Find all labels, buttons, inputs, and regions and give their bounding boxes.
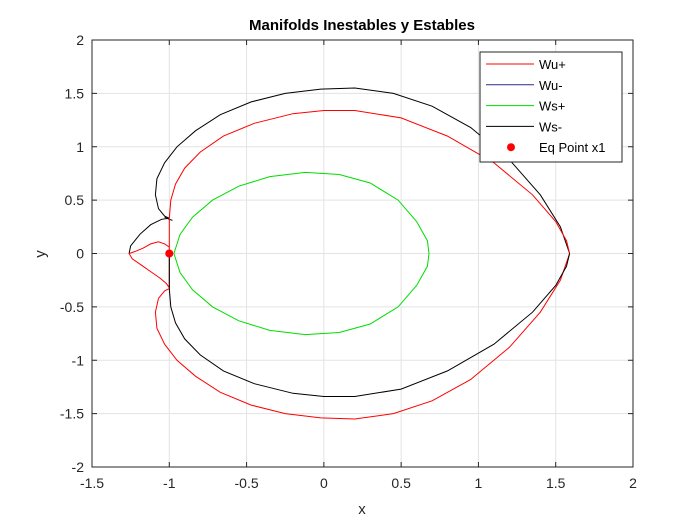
x-tick-label: 1.5	[546, 475, 566, 491]
legend-label-ws: Ws+	[539, 99, 565, 114]
legend-label-wu: Wu-	[539, 78, 563, 93]
x-axis-label: x	[358, 501, 366, 518]
series-ws-line	[168, 253, 571, 397]
legend-marker-eq-point-x1	[507, 143, 515, 152]
x-tick-label: -0.5	[235, 475, 259, 491]
chart-title: Manifolds Inestables y Estables	[249, 17, 475, 34]
series-ws-line	[173, 171, 430, 336]
manifold-branch-1	[154, 253, 571, 420]
y-tick-label: -0.5	[60, 299, 84, 315]
x-tick-label: 0	[320, 475, 328, 491]
y-tick-label: 0.5	[65, 192, 85, 208]
x-tick-label: 2	[629, 475, 637, 491]
legend-box	[479, 51, 623, 163]
legend-label-eq-point-x1: Eq Point x1	[539, 140, 606, 155]
y-tick-label: -1	[72, 352, 85, 368]
axis-ticks: -1.5 -1 -0.5 0 0.5 1 1.5 2-2-1.5-1-0.500.511.52	[60, 32, 637, 491]
series-eq-point-x1-point	[165, 249, 174, 258]
x-tick-label: 0.5	[391, 475, 411, 491]
y-tick-label: 1	[76, 139, 84, 155]
legend: Wu+ Wu- Ws+ Ws- Eq Point x1	[479, 51, 623, 163]
y-tick-label: 1.5	[65, 85, 85, 101]
y-axis-label: y	[32, 250, 49, 258]
series-wu-line	[128, 110, 571, 290]
x-tick-label: -1	[163, 475, 176, 491]
y-tick-label: 0	[76, 246, 84, 262]
x-tick-label: 1	[475, 475, 483, 491]
legend-label-ws: Ws-	[539, 119, 562, 134]
legend-label-wu: Wu+	[539, 57, 566, 72]
y-tick-label: -2	[72, 459, 85, 475]
x-tick-label: -1.5	[80, 475, 104, 491]
manifold-branch-3	[128, 217, 170, 254]
y-tick-label: -1.5	[60, 406, 84, 422]
y-tick-label: 2	[76, 32, 84, 48]
